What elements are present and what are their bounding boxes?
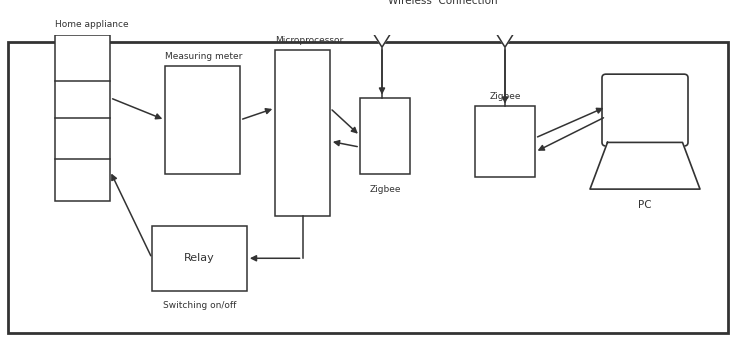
Text: Measuring meter: Measuring meter <box>165 52 242 61</box>
Bar <box>165 66 240 174</box>
Bar <box>152 226 247 291</box>
Polygon shape <box>364 18 400 47</box>
Text: PC: PC <box>638 200 652 210</box>
Polygon shape <box>590 142 700 189</box>
Text: Wireless  Connection: Wireless Connection <box>388 0 498 6</box>
FancyBboxPatch shape <box>602 74 688 146</box>
Bar <box>55 35 110 201</box>
Bar <box>360 98 410 174</box>
Bar <box>475 106 535 176</box>
Text: Zigbee: Zigbee <box>369 185 400 193</box>
Text: Zigbee: Zigbee <box>489 92 521 101</box>
Text: Microprocessor: Microprocessor <box>275 35 343 45</box>
Polygon shape <box>487 18 523 47</box>
Bar <box>275 50 330 216</box>
Text: Home appliance: Home appliance <box>55 20 129 29</box>
Text: Relay: Relay <box>184 253 215 263</box>
Text: Switching on/off: Switching on/off <box>163 301 236 310</box>
